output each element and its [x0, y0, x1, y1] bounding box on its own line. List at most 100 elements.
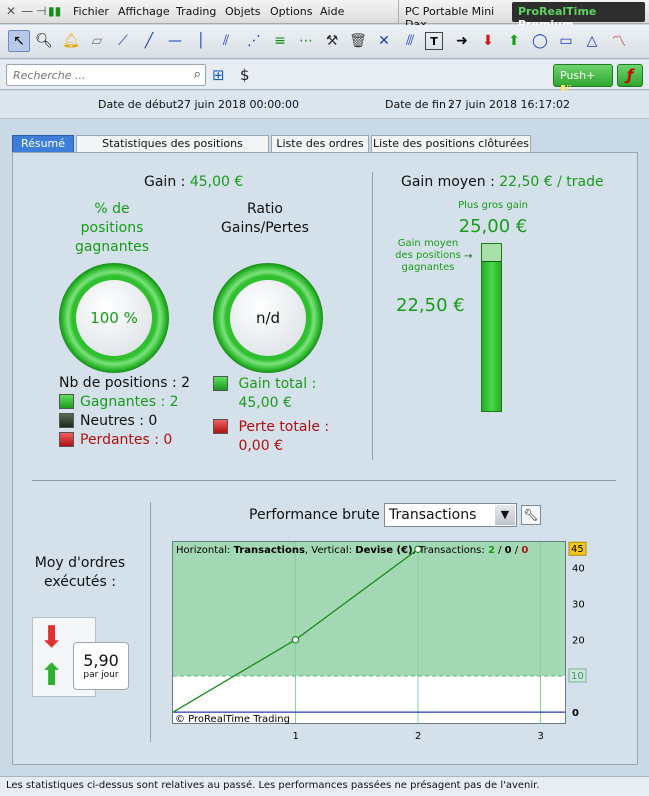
candlestick-logo-icon: ▮▮ [48, 4, 62, 18]
chart-flag-low-label: 10 [571, 671, 584, 682]
rectangle-icon[interactable]: ▭ [559, 33, 573, 49]
trash-icon[interactable]: 🗑︎ [349, 33, 367, 49]
legend-v: Devise (€) [355, 545, 412, 556]
end-date-label: Date de fin : [385, 98, 454, 111]
ruler-icon[interactable]: ▱ [91, 33, 103, 49]
chart-y-tick: 40 [572, 563, 585, 574]
chart-x-tick: 3 [538, 731, 544, 742]
neutral-swatch [59, 413, 74, 428]
formula-button[interactable]: ƒ [617, 64, 643, 87]
column-divider [372, 172, 373, 460]
parallel-icon[interactable]: ⫻ [405, 33, 415, 49]
total-gain-row: Gain total : 45,00 € [213, 375, 328, 413]
legend-t-sep2: / [512, 545, 522, 556]
menu-trading[interactable]: Trading [176, 5, 217, 18]
menu-fichier[interactable]: Fichier [73, 5, 109, 18]
total-loss-swatch [213, 419, 228, 434]
chart-y-tick: 30 [572, 600, 585, 611]
search-row: ⌕ ⊞ $ Push+ ▮▯ ƒ [0, 60, 649, 95]
biggest-gain-label: Plus gros gain [458, 200, 528, 211]
wave-icon[interactable]: 〽 [612, 34, 626, 50]
gann-icon[interactable]: ⋯ [299, 33, 313, 49]
orders-label: Moy d'ordres exécutés : [34, 555, 126, 590]
channel-icon[interactable]: ⫽ [222, 33, 230, 49]
avg-gain-row: Gain moyen : 22,50 € / trade [401, 174, 604, 190]
order-buy-arrow-icon: ⬆ [39, 658, 65, 693]
zoom-icon[interactable]: 🔍︎ [35, 33, 53, 49]
vertical-line-icon[interactable]: │ [196, 33, 206, 49]
menu-aide[interactable]: Aide [320, 5, 345, 18]
chart-area-fill [173, 542, 565, 676]
fibonacci-icon[interactable]: ≡ [274, 33, 286, 49]
menu-affichage[interactable]: Affichage [118, 5, 170, 18]
end-date-value: 27 juin 2018 16:17:02 [448, 98, 570, 111]
biggest-gain-value: 25,00 € [458, 216, 528, 237]
gain-label: Gain : [144, 174, 186, 190]
dollar-key-icon[interactable]: $ [240, 66, 250, 84]
alert-bell-icon[interactable]: 🔔︎ [62, 33, 80, 49]
pointer-icon[interactable]: ↖ [8, 30, 30, 52]
line-icon[interactable]: ⟋ [118, 33, 128, 49]
chart-point [414, 545, 422, 554]
legend-t-loss: 0 [521, 545, 528, 556]
neutral-count: Neutres : 0 [80, 413, 158, 429]
pin-icon[interactable]: ⊣ [36, 4, 47, 18]
chart-legend: Horizontal: Transactions, Vertical: Devi… [176, 545, 528, 556]
total-loss: Perte totale : 0,00 € [238, 419, 330, 454]
performance-select-value: Transactions [389, 507, 477, 523]
arrow-right-icon[interactable]: ➜ [456, 33, 468, 49]
chart-flag-high-label: 45 [571, 544, 584, 555]
hammer-icon[interactable]: ⚒ [325, 33, 339, 49]
arrow-down-icon[interactable]: ⬇ [482, 33, 494, 49]
order-sell-arrow-icon: ⬇ [39, 620, 65, 655]
tab-resume[interactable]: Résumé [12, 135, 74, 153]
push-button[interactable]: Push+ ▮▯ [553, 64, 613, 95]
status-bar: Les statistiques ci-dessus sont relative… [0, 776, 649, 796]
push-button-label: Push+ [560, 69, 596, 82]
pct-winning-value: 100 % [76, 280, 152, 356]
total-gain: Gain total : 45,00 € [238, 376, 317, 411]
triangle-icon[interactable]: △ [586, 33, 598, 49]
chevron-down-icon[interactable]: ▼ [495, 505, 515, 525]
ellipse-icon[interactable]: ◯ [532, 33, 548, 49]
pct-winning-label: % de positions gagnantes [74, 201, 150, 255]
orders-divider [150, 502, 151, 742]
search-icon[interactable]: ⌕ [193, 67, 201, 82]
legend-t-win: 2 [488, 545, 495, 556]
gain-bar-fill [482, 260, 501, 411]
gain-value: 45,00 € [189, 174, 244, 190]
avg-winning-label: Gain moyen des positions gagnantes [395, 238, 461, 273]
start-date-label: Date de début : [98, 98, 185, 111]
legend-t-prefix: , Transactions: [413, 545, 488, 556]
date-row: Date de début : 27 juin 2018 00:00:00 Da… [0, 91, 649, 119]
menu-options[interactable]: Options [270, 5, 313, 18]
winning-count: Gagnantes : 2 [80, 394, 179, 410]
arrow-up-icon[interactable]: ⬆ [508, 33, 520, 49]
menu-objets[interactable]: Objets [225, 5, 261, 18]
gain-row: Gain : 45,00 € [144, 174, 243, 190]
orders-unit: par jour [83, 670, 119, 680]
nb-positions: Nb de positions : 2 [59, 375, 191, 391]
platform-label: PC Portable Mini Dax [398, 0, 508, 31]
winning-row: Gagnantes : 2 [59, 394, 179, 410]
tab-statistics[interactable]: Statistiques des positions clôturées [76, 135, 269, 166]
drawing-toolbar: ↖ 🔍︎ 🔔︎ ▱ ⟋ ╱ — │ ⫽ ⋰ ≡ ⋯ ⚒ 🗑︎ ✕ ⫻ T ➜ ⬇… [0, 25, 649, 59]
tab-closed-positions[interactable]: Liste des positions clôturées [371, 135, 531, 153]
fan-icon[interactable]: ⋰ [247, 33, 261, 49]
text-icon[interactable]: T [425, 32, 443, 50]
minimize-icon[interactable]: — [21, 4, 33, 18]
trend-line-icon[interactable]: ╱ [144, 33, 154, 49]
legend-h: Transactions [234, 545, 305, 556]
tab-orders[interactable]: Liste des ordres [271, 135, 369, 153]
legend-v-prefix: , Vertical: [305, 545, 355, 556]
wrench-icon[interactable]: 🔧︎ [521, 505, 541, 525]
cross-icon[interactable]: ✕ [378, 33, 390, 49]
pointer-arrow-icon: → [464, 251, 473, 262]
chart-settings-icon[interactable]: ⊞ [212, 66, 225, 84]
legend-t-sep1: / [495, 545, 505, 556]
search-input[interactable] [11, 66, 181, 84]
horizontal-line-icon[interactable]: — [168, 33, 182, 49]
performance-select[interactable]: Transactions ▼ [384, 503, 517, 527]
close-icon[interactable]: ✕ [6, 4, 17, 18]
